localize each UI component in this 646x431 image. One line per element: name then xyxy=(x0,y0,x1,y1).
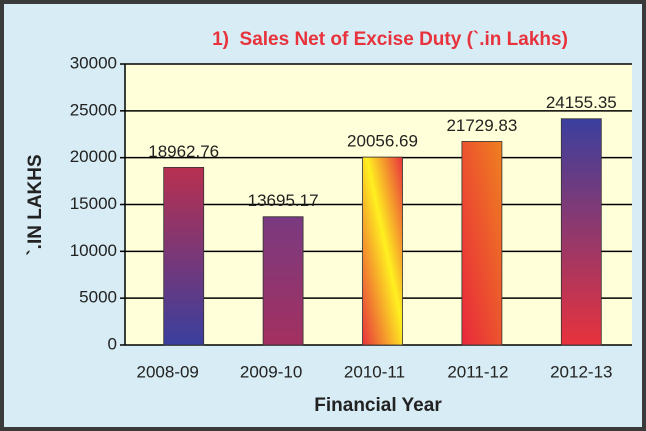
bar xyxy=(362,156,403,346)
bar xyxy=(262,216,304,346)
value-label: 18962.76 xyxy=(148,142,219,161)
x-tick-label: 2008-09 xyxy=(137,362,199,381)
bar xyxy=(461,141,503,346)
x-tick-label: 2012-13 xyxy=(550,362,612,381)
y-tick-label: 0 xyxy=(108,334,117,353)
y-tick-label: 15000 xyxy=(70,194,117,213)
y-tick-label: 5000 xyxy=(79,288,117,307)
y-axis-title: `.IN LAKHS xyxy=(25,154,46,255)
chart-title: 1) Sales Net of Excise Duty (`.in Lakhs) xyxy=(212,29,568,50)
value-label: 13695.17 xyxy=(248,191,319,210)
bar xyxy=(163,166,205,346)
y-tick-label: 20000 xyxy=(70,147,117,166)
value-label: 21729.83 xyxy=(446,116,517,135)
value-label: 24155.35 xyxy=(546,93,617,112)
bar xyxy=(560,118,602,346)
x-tick-label: 2010-11 xyxy=(344,362,405,381)
y-tick-label: 10000 xyxy=(70,241,117,260)
y-tick-label: 25000 xyxy=(70,100,117,119)
value-label: 20056.69 xyxy=(347,132,418,151)
x-axis-title: Financial Year xyxy=(314,395,442,416)
x-tick-label: 2011-12 xyxy=(447,362,508,381)
y-tick-label: 30000 xyxy=(70,53,117,72)
x-tick-label: 2009-10 xyxy=(240,362,302,381)
